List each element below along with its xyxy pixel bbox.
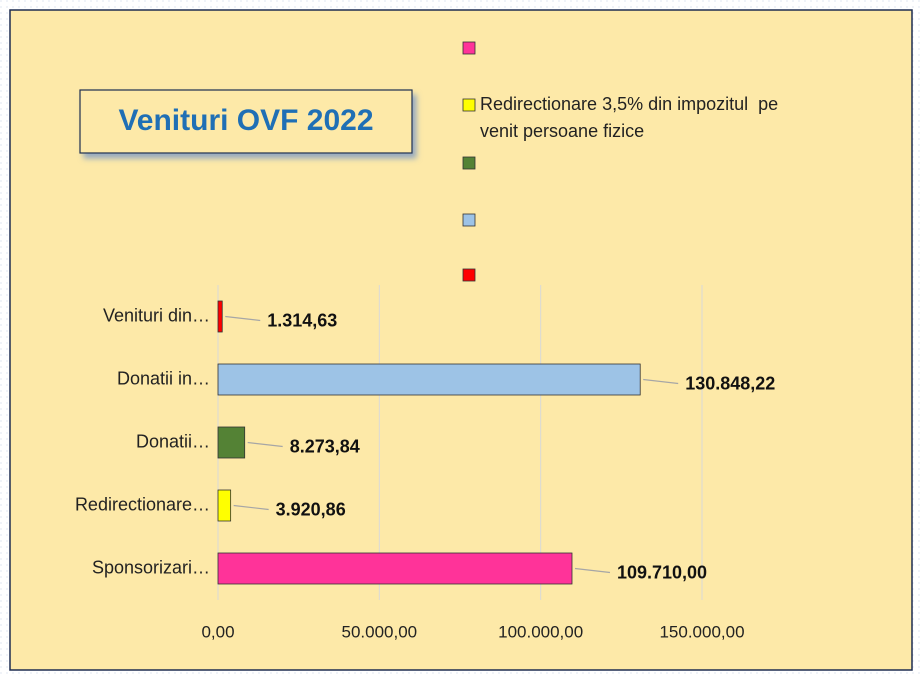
bar: [217, 426, 246, 459]
bar: [217, 363, 641, 396]
chart-title: Venituri OVF 2022: [118, 104, 373, 137]
leader-line: [574, 567, 611, 574]
leader-line: [225, 315, 261, 322]
leader-line: [643, 378, 679, 385]
legend-swatch: [462, 268, 476, 282]
y-tick-label: Redirectionare…: [75, 494, 210, 514]
data-label: 8.273,84: [290, 436, 360, 456]
x-tick-label: 0,00: [201, 622, 234, 641]
data-label: 1.314,63: [267, 310, 337, 330]
y-tick-label: Sponsorizari…: [92, 557, 210, 577]
x-tick-label: 150.000,00: [659, 622, 744, 641]
legend-swatch: [462, 156, 476, 170]
data-label: 109.710,00: [617, 562, 707, 582]
bar: [217, 552, 573, 585]
leader-line: [247, 441, 283, 448]
title-box: [79, 89, 413, 154]
leader-line: [233, 504, 269, 511]
y-tick-label: Donatii…: [136, 431, 210, 451]
legend-swatch: [462, 41, 476, 55]
y-tick-label: Venituri din…: [103, 305, 210, 325]
data-label: 130.848,22: [685, 373, 775, 393]
legend-swatch: [462, 98, 476, 112]
bar: [217, 300, 223, 333]
y-tick-label: Donatii in…: [117, 368, 210, 388]
x-tick-label: 50.000,00: [342, 622, 418, 641]
x-tick-label: 100.000,00: [498, 622, 583, 641]
legend-swatch: [462, 213, 476, 227]
data-label: 3.920,86: [276, 499, 346, 519]
bar: [217, 489, 232, 522]
legend-label: Redirectionare 3,5% din impozitul pe veni…: [480, 94, 778, 141]
